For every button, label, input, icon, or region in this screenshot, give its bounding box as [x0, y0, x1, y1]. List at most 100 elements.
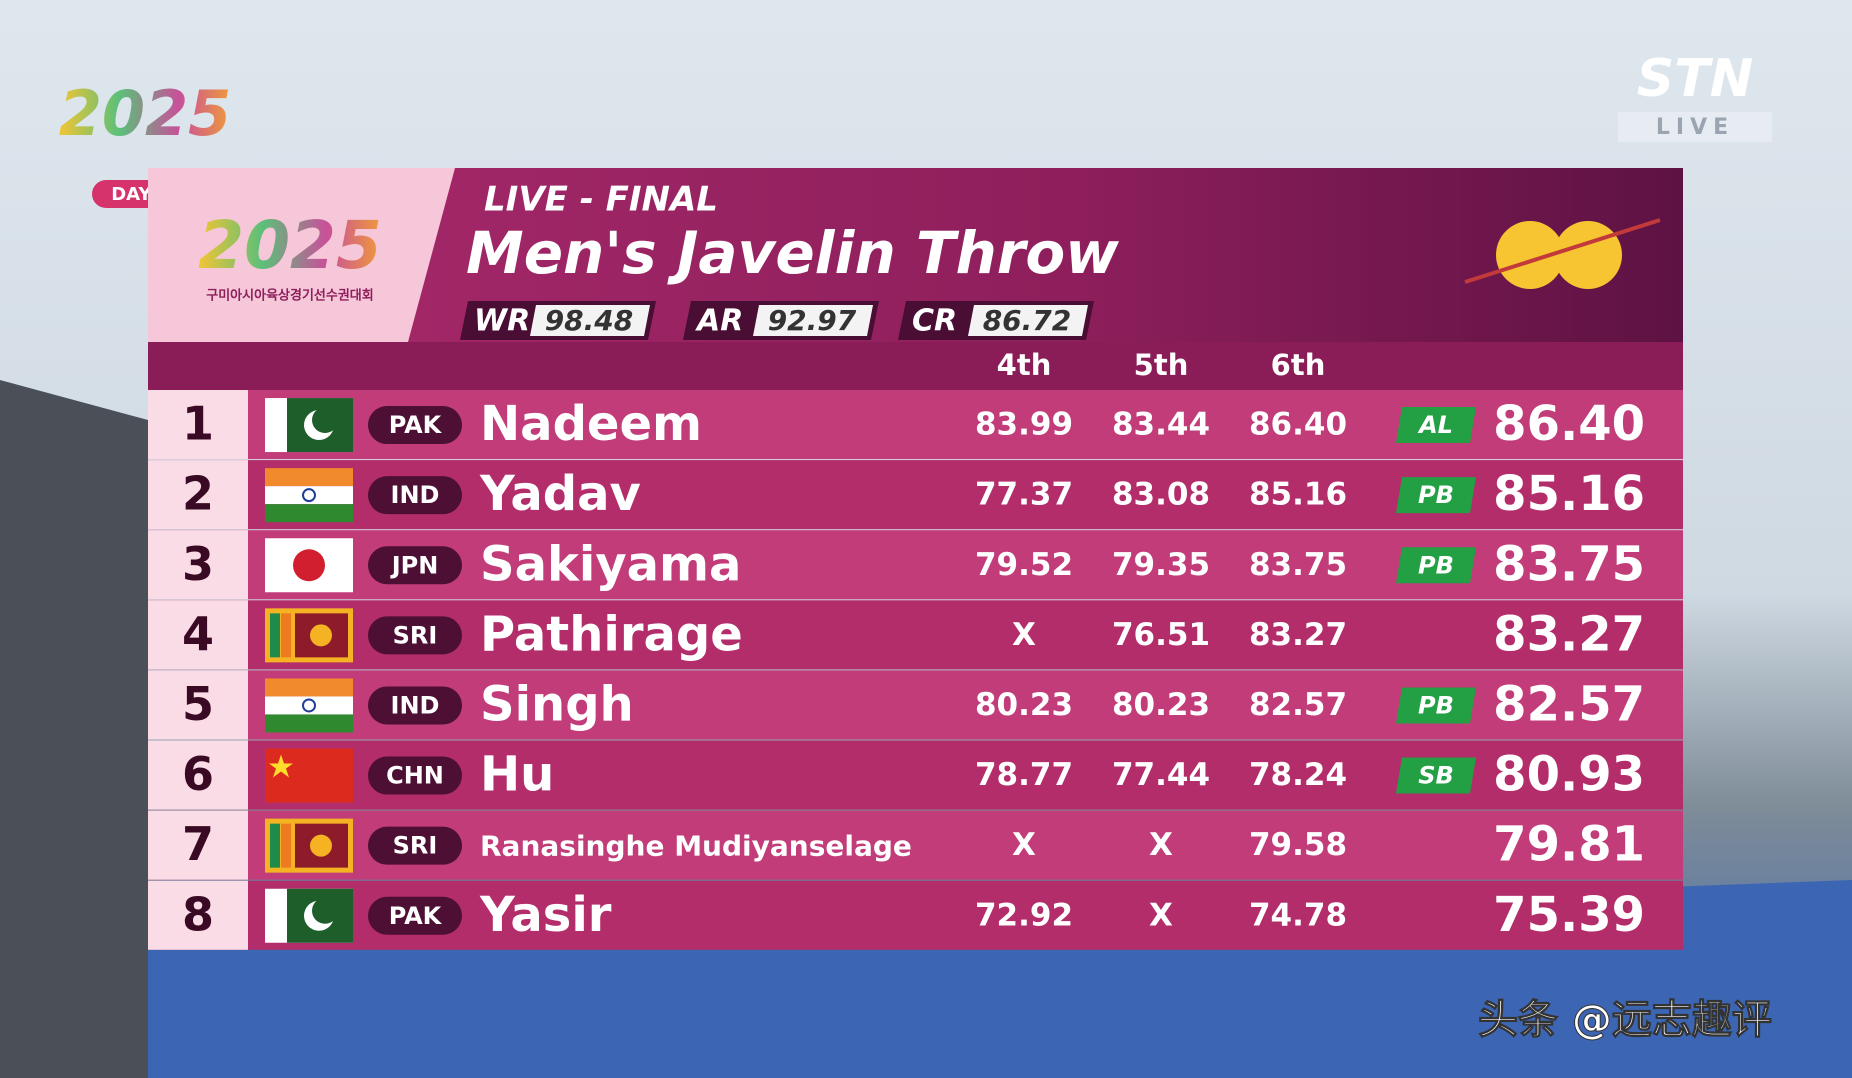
attempt: 85.16 [1249, 477, 1347, 513]
rank: 8 [182, 887, 214, 941]
rank-cell [148, 670, 248, 740]
athlete-name: Pathirage [480, 606, 743, 662]
country-code: PAK [389, 902, 443, 930]
rank-cell [148, 460, 248, 530]
rank: 2 [182, 467, 214, 521]
flag [265, 888, 353, 943]
badge-box [1396, 477, 1476, 514]
country-code: PAK [389, 411, 443, 439]
flag-part [312, 407, 338, 434]
athlete-name: Singh [480, 676, 634, 732]
athlete-name: Yadav [479, 466, 641, 522]
rank-cell [148, 600, 248, 670]
flag-part [310, 834, 332, 857]
attempt: 78.77 [975, 757, 1073, 793]
attempt: X [1149, 827, 1173, 863]
best-mark: 82.57 [1493, 676, 1645, 732]
best-mark: 85.16 [1493, 466, 1645, 522]
broadcaster-tag: LIVE [1656, 115, 1734, 140]
country-code: IND [391, 691, 440, 719]
record-label: AR [695, 304, 743, 339]
attempt: 80.23 [1112, 687, 1210, 723]
attempt: X [1149, 897, 1173, 933]
attempt: 79.35 [1112, 547, 1210, 583]
badge: AL [1417, 411, 1453, 439]
attempt: 77.44 [1112, 757, 1210, 793]
record-value: 98.48 [545, 304, 634, 337]
flag [265, 678, 353, 733]
athlete-name: Hu [480, 747, 554, 803]
country-pill [368, 616, 462, 655]
attempt: 83.99 [975, 407, 1073, 443]
status: LIVE - FINAL [484, 180, 718, 220]
rank: 5 [182, 677, 214, 731]
flag-part [270, 613, 280, 658]
stands [0, 380, 148, 1078]
flag-part [281, 823, 291, 868]
athlete-name: Sakiyama [480, 536, 741, 592]
flag-part [265, 486, 353, 505]
badge: PB [1418, 551, 1454, 579]
rank-cell [148, 810, 248, 880]
badge-box [1396, 547, 1476, 584]
broadcaster-name: STN [1637, 49, 1753, 109]
mascots [1464, 218, 1661, 289]
column-header-band [148, 342, 1683, 390]
result-row: 8 PAK Yasir 72.92 X 74.78 75.39 [148, 880, 1683, 950]
column-header: 6th [1271, 348, 1326, 382]
country-pill [368, 406, 462, 445]
attempt: 86.40 [1249, 407, 1347, 443]
attempt: 77.37 [975, 477, 1073, 513]
badge-box [1396, 687, 1476, 724]
country-pill [368, 826, 462, 865]
result-row: 6 CHN Hu 78.77 77.44 78.24 SB 80.93 [148, 740, 1683, 810]
best-mark: 79.81 [1493, 817, 1645, 873]
best-mark: 75.39 [1493, 887, 1645, 943]
athlete-name: Ranasinghe Mudiyanselage [480, 830, 912, 863]
column-header: 5th [1134, 348, 1189, 382]
flag-part [281, 613, 291, 658]
attempt: 83.44 [1112, 407, 1210, 443]
country-code: JPN [390, 551, 439, 579]
rank: 1 [182, 397, 214, 451]
badge: PB [1418, 481, 1454, 509]
badge-box [1396, 407, 1476, 444]
result-row: 5 IND Singh 80.23 80.23 82.57 PB 82.57 [148, 670, 1683, 740]
rank-cell [148, 880, 248, 950]
result-row: 2 IND Yadav 77.37 83.08 85.16 PB 85.16 [148, 460, 1683, 530]
rank: 6 [182, 747, 214, 801]
attempt: 82.57 [1249, 687, 1347, 723]
attempt: 74.78 [1249, 897, 1347, 933]
country-code: SRI [393, 832, 438, 860]
badge: PB [1418, 691, 1454, 719]
country-code: SRI [393, 621, 438, 649]
flag-part [302, 488, 316, 503]
attempt: 83.75 [1249, 547, 1347, 583]
flag [265, 748, 353, 803]
result-row: 4 SRI Pathirage X 76.51 83.27 83.27 [148, 600, 1683, 670]
attempt: 79.52 [975, 547, 1073, 583]
flag-part [265, 748, 353, 803]
attempt: 76.51 [1112, 617, 1210, 653]
rank-cell [148, 530, 248, 600]
rank: 3 [182, 537, 214, 591]
country-pill [368, 896, 462, 935]
record-value: 92.97 [768, 304, 857, 337]
record-label: CR [912, 304, 957, 339]
rank: 4 [182, 607, 214, 661]
attempt: 72.92 [975, 897, 1073, 933]
flag-part [310, 624, 332, 647]
record-label: WR [474, 304, 530, 339]
best-mark: 80.93 [1493, 747, 1645, 803]
header-logo-panel [148, 168, 455, 342]
attempt: X [1012, 617, 1036, 653]
athlete-name: Nadeem [480, 396, 702, 452]
result-row: 7 SRI Ranasinghe Mudiyanselage X X 79.58 79.81 [148, 810, 1683, 880]
column-header: 4th [997, 348, 1052, 382]
flag-part [265, 504, 353, 523]
record-value-box [968, 305, 1088, 336]
flag-part [293, 549, 325, 582]
rank-cell [148, 740, 248, 810]
best-mark: 86.40 [1493, 396, 1645, 452]
